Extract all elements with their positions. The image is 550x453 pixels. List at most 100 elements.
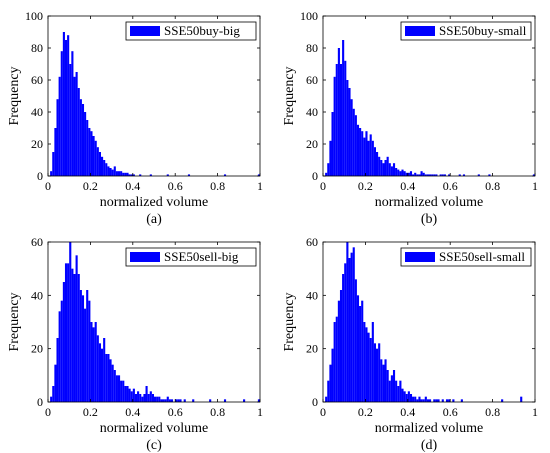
chart-d-bars [325,242,523,402]
chart-c-bar [124,386,127,402]
chart-d-bar [363,322,366,402]
chart-d-bar [333,322,336,402]
chart-c-bar [69,242,72,402]
chart-d-bar [422,399,425,402]
chart-b-bar [409,171,413,176]
chart-c-bar [151,394,154,402]
chart-d-xtick-label: 0 [320,405,326,419]
chart-d-bar [348,258,351,402]
chart-c-bar [101,348,104,402]
chart-b-bar [429,174,432,176]
chart-c-bar [177,399,180,402]
chart-c-bar [109,359,112,402]
chart-c-bar [52,386,55,402]
chart-c-bar [132,388,135,402]
chart-a-bar [67,35,70,177]
chart-c-xtick-label: 0.8 [210,405,225,419]
chart-c-bar [154,396,157,402]
chart-d-ylabel: Frequency [282,292,297,351]
chart-b-bar [448,174,451,176]
chart-a-ylabel: Frequency [7,66,22,125]
chart-c-bar [90,322,93,402]
chart-b-ytick-label: 60 [306,73,318,87]
chart-d-bar [342,274,345,402]
chart-d-bar [435,399,438,402]
chart-d-bar [437,399,440,402]
chart-b-bar [395,168,398,176]
chart-a-bar [139,174,142,176]
chart-c-bar [79,290,82,402]
chart-b-xtick-label: 0.8 [485,179,500,193]
chart-c-bar [56,338,59,402]
chart-c-bar [209,399,212,402]
chart-b-bar [354,115,357,176]
chart-b-ylabel: Frequency [282,66,297,125]
chart-b-bar [363,137,366,176]
chart-c-bar [107,354,110,402]
chart-a-legend: SSE50buy-big [125,21,257,41]
chart-b-bar [352,108,355,176]
chart-c-bar [170,399,174,402]
chart-c-bar [117,375,121,402]
chart-c-bar [126,386,129,402]
chart-b-bar [367,140,370,176]
chart-c-bar [166,396,169,402]
chart-a-bar [122,172,125,176]
chart-c-ytick-label: 60 [31,235,43,249]
chart-c-bar [105,354,108,402]
chart-a-xtick-label: 0.8 [210,179,225,193]
chart-d-bar [335,316,338,402]
chart-a-bar [98,152,101,176]
chart-d-ytick-label: 40 [306,288,318,302]
chart-d-bar [359,306,362,402]
chart-c-bar [88,300,91,402]
chart-b-bar [342,40,345,176]
chart-a-bar [58,76,61,176]
chart-b-xtick-label: 1 [532,179,538,193]
chart-c-bar [156,396,159,402]
chart-b-bar [356,124,360,176]
chart-d-bar [344,263,347,402]
chart-d-bar [339,290,343,402]
chart-d-bar [401,388,404,402]
chart-b-bar [365,131,368,176]
chart-d-bar [329,364,332,402]
chart-d-legend-label: SSE50sell-small [439,249,525,264]
chart-b-bar [344,60,347,176]
chart-d-bar [386,370,389,402]
chart-d-bar [405,394,408,402]
chart-d-bar [331,348,334,402]
chart-d-ytick-label: 20 [306,342,318,356]
chart-a-bar [52,152,55,176]
chart-c-bar [92,327,95,402]
chart-b-bar [331,112,334,176]
chart-a-axes-box [47,15,261,177]
chart-b-bar [532,174,535,176]
chart-c-bar [257,399,260,402]
chart-d-xtick-label: 1 [532,405,538,419]
chart-c-bar [81,295,85,402]
chart-b-legend-swatch [405,26,435,36]
chart-a-bar [117,171,121,176]
chart-d-bar [346,242,349,402]
chart-b-bar [378,156,381,176]
chart-c-xtick-label: 1 [257,405,263,419]
chart-b-bar [386,156,389,176]
chart-d-bar [390,375,393,402]
chart-a-bars [50,32,260,177]
chart-b-legend-label: SSE50buy-small [439,23,527,38]
chart-c-legend-swatch [130,252,160,262]
chart-d-bar [448,399,451,402]
chart-a-bar [107,166,110,176]
chart-a-bar [96,147,99,176]
chart-c-bar [162,399,165,402]
chart-b-bar [335,64,338,176]
chart-b-ytick-label: 100 [300,9,318,23]
chart-b-bar [327,163,330,176]
chart-a-ytick-label: 100 [25,9,43,23]
chart-a-bar [223,174,227,176]
chart-c-bar [183,399,186,402]
chart-c-legend: SSE50sell-big [125,247,257,267]
chart-d-xtick-label: 0.8 [485,405,500,419]
chart-a-xtick-label: 0.6 [168,179,183,193]
